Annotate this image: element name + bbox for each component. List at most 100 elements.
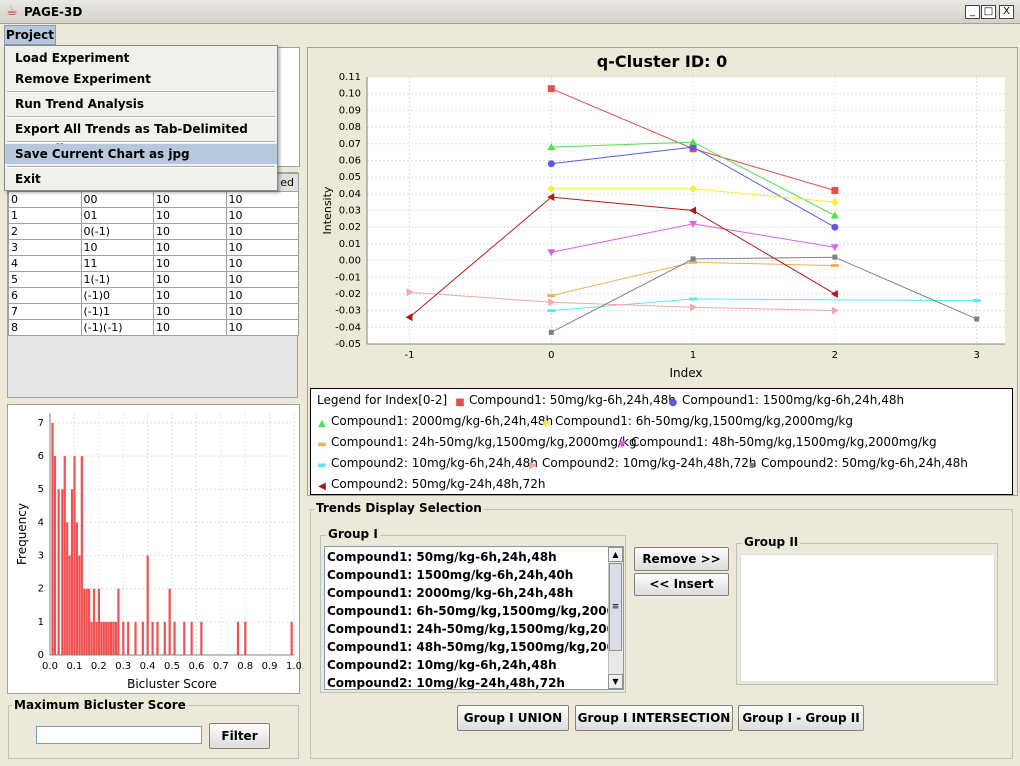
table-cell: 10 — [225, 191, 299, 208]
hist-y-tick-label: 6 — [38, 451, 44, 462]
menu-project[interactable]: Project — [4, 25, 56, 45]
histogram-bar — [53, 456, 57, 655]
histogram-bar — [88, 588, 91, 655]
hist-y-axis-label: Frequency — [15, 503, 29, 565]
list-item[interactable]: Compound2: 10mg/kg-6h,24h,48h — [327, 658, 557, 672]
trends-groupbox — [310, 509, 1013, 759]
project-dropdown-menu: Load Experiment Remove Experiment Run Tr… — [4, 45, 278, 191]
table-cell: 3 — [8, 239, 82, 256]
plot-area — [367, 77, 1005, 344]
menu-item-save-chart-jpg[interactable]: Save Current Chart as jpg — [5, 144, 277, 164]
legend-label: Compound1: 1500mg/kg-6h,24h,48h — [682, 393, 905, 407]
table-cell: 6 — [8, 287, 82, 304]
chart-legend: Legend for Index[0-2] ■ Compound1: 50mg/k… — [310, 388, 1013, 495]
hist-x-tick-label: 0.4 — [140, 661, 156, 672]
data-point-marker — [831, 186, 839, 194]
legend-label: Compound1: 50mg/kg-6h,24h,48h — [469, 393, 676, 407]
series-line — [409, 291, 835, 312]
hist-x-tick-label: 0.0 — [42, 661, 58, 672]
histogram-bar — [73, 456, 76, 655]
list-item[interactable]: Compound1: 24h-50mg/kg,1500mg/kg,2000mg/… — [327, 622, 623, 636]
table-row[interactable]: 5 1(-1) 10 10 — [8, 271, 299, 288]
list-item[interactable]: Compound1: 50mg/kg-6h,24h,48h — [327, 550, 557, 564]
legend-marker-icon: ▬ — [317, 460, 327, 471]
histogram-bar — [114, 621, 118, 655]
table-row[interactable]: 1 01 10 10 — [8, 207, 299, 224]
menu-item-load-experiment[interactable]: Load Experiment — [15, 51, 130, 65]
list-item[interactable]: Compound2: 10mg/kg-24h,48h,72h — [327, 676, 565, 690]
y-tick-label: -0.04 — [335, 322, 361, 333]
legend-marker-icon: ▬ — [317, 439, 327, 450]
menu-item-run-trend-analysis[interactable]: Run Trend Analysis — [15, 97, 144, 111]
menu-item-remove-experiment[interactable]: Remove Experiment — [15, 72, 151, 86]
scroll-down-icon[interactable]: ▼ — [608, 674, 623, 689]
legend-label: Compound1: 24h-50mg/kg,1500mg/kg,2000mg/… — [331, 435, 637, 449]
menu-separator — [7, 116, 275, 118]
filter-button[interactable]: Filter — [209, 723, 270, 749]
table-cell: 00 — [80, 191, 154, 208]
data-point-marker — [689, 138, 698, 146]
group2-list[interactable] — [740, 554, 995, 682]
table-row[interactable]: 7 (-1)1 10 10 — [8, 303, 299, 320]
data-point-marker — [830, 289, 838, 298]
histogram-bar — [190, 621, 193, 655]
histogram-bar — [83, 588, 86, 655]
table-row[interactable]: 2 0(-1) 10 10 — [8, 223, 299, 240]
table-cell: 5 — [8, 271, 82, 288]
menu-item-export-trends[interactable]: Export All Trends as Tab-Delimited Text … — [15, 122, 248, 156]
table-cell: 10 — [153, 191, 227, 208]
table-row[interactable]: 4 11 10 10 — [8, 255, 299, 272]
hist-y-tick-label: 5 — [38, 484, 44, 495]
table-cell: 1(-1) — [80, 271, 154, 288]
list-item[interactable]: Compound1: 1500mg/kg-6h,24h,40h — [327, 568, 574, 582]
legend-marker-icon: ◆ — [542, 418, 550, 429]
maximize-button[interactable]: □ — [981, 5, 996, 19]
histogram-bar — [105, 621, 108, 655]
group1-minus-group2-button[interactable]: Group I - Group II — [738, 705, 864, 731]
legend-item: ▬ Compound2: 10mg/kg-6h,24h,48h — [317, 456, 538, 471]
data-point-marker — [548, 298, 556, 307]
table-row[interactable]: 0 00 10 10 — [8, 191, 299, 208]
table-row[interactable]: 3 10 10 10 — [8, 239, 299, 256]
table-cell: 10 — [153, 207, 227, 224]
menu-bar — [0, 24, 1020, 46]
list-item[interactable]: Compound1: 48h-50mg/kg,1500mg/kg,2000mg/… — [327, 640, 623, 654]
group1-intersection-button[interactable]: Group I INTERSECTION — [575, 705, 733, 731]
histogram-bar — [163, 621, 166, 655]
close-button[interactable]: X — [999, 5, 1014, 19]
hist-y-tick-label: 2 — [38, 584, 44, 595]
group1-union-button[interactable]: Group I UNION — [457, 705, 569, 731]
data-point-marker — [547, 160, 555, 168]
minimize-button[interactable]: _ — [965, 5, 980, 19]
scroll-up-icon[interactable]: ▲ — [608, 547, 623, 562]
scroll-thumb[interactable]: ≡ — [609, 563, 622, 651]
bicluster-table[interactable]: ed 0 00 10 10 1 01 10 10 2 0(-1) 10 10 3 10 10 10 4 11 10 1… — [7, 172, 299, 398]
data-point-marker — [689, 184, 698, 193]
table-row[interactable]: 8 (-1)(-1) 10 10 — [8, 319, 299, 336]
group1-list[interactable]: Compound1: 50mg/kg-6h,24h,48h Compound1: … — [324, 546, 624, 690]
table-cell: 1 — [8, 207, 82, 224]
remove-button[interactable]: Remove >> — [634, 547, 729, 571]
insert-button[interactable]: << Insert — [634, 573, 729, 596]
menu-item-exit[interactable]: Exit — [15, 172, 41, 186]
table-cell: 10 — [153, 223, 227, 240]
data-point-marker — [689, 206, 697, 215]
hist-x-tick-label: 0.3 — [115, 661, 131, 672]
list-item[interactable]: Compound1: 2000mg/kg-6h,24h,48h — [327, 586, 574, 600]
y-tick-label: 0.06 — [339, 155, 361, 166]
data-point-marker — [689, 143, 697, 151]
table-row[interactable]: 6 (-1)0 10 10 — [8, 287, 299, 304]
series-line — [551, 256, 977, 333]
x-tick-label: 3 — [973, 350, 979, 361]
data-point-marker — [689, 297, 698, 301]
hist-x-axis-label: Bicluster Score — [127, 677, 217, 691]
data-point-marker — [689, 260, 698, 264]
hist-y-tick-label: 0 — [38, 650, 44, 661]
hist-y-tick-label: 7 — [38, 418, 44, 429]
table-cell: 10 — [225, 223, 299, 240]
data-point-marker — [547, 143, 556, 151]
max-score-input[interactable] — [36, 726, 202, 744]
hist-x-tick-label: 0.7 — [213, 661, 229, 672]
list-item[interactable]: Compound1: 6h-50mg/kg,1500mg/kg,2000mg/k… — [327, 604, 624, 618]
legend-marker-icon: ■ — [455, 397, 465, 408]
